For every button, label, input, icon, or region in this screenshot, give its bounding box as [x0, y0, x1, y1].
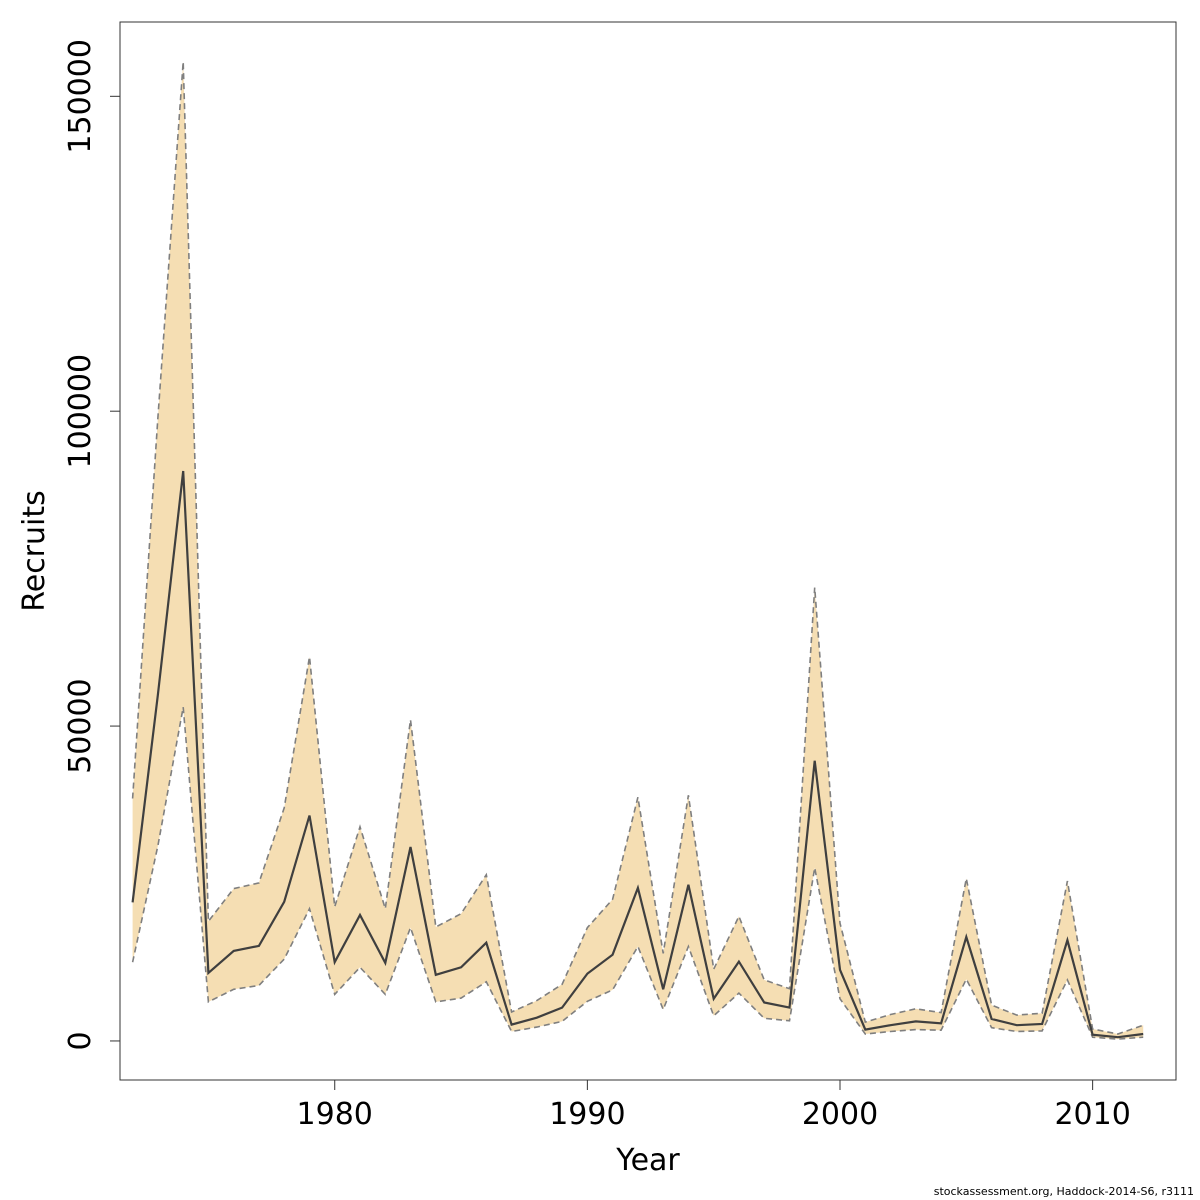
lower-bound-line — [131, 707, 1144, 1040]
y-tick-label: 100000 — [63, 354, 98, 469]
x-tick-label: 2010 — [1054, 1097, 1130, 1132]
y-tick-label: 50000 — [63, 678, 98, 773]
x-tick-label: 1980 — [297, 1097, 373, 1132]
x-tick-label: 1990 — [549, 1097, 625, 1132]
footer-credit: stockassessment.org, Haddock-2014-S6, r3… — [933, 1185, 1194, 1198]
upper-bound-line — [131, 61, 1144, 1035]
y-tick-label: 0 — [63, 1031, 98, 1050]
x-axis-title: Year — [615, 1143, 680, 1178]
y-axis-title: Recruits — [17, 490, 52, 612]
estimate-line — [131, 470, 1144, 1039]
y-tick-label: 150000 — [63, 39, 98, 154]
confidence-band — [132, 61, 1144, 1040]
x-tick-label: 2000 — [802, 1097, 878, 1132]
